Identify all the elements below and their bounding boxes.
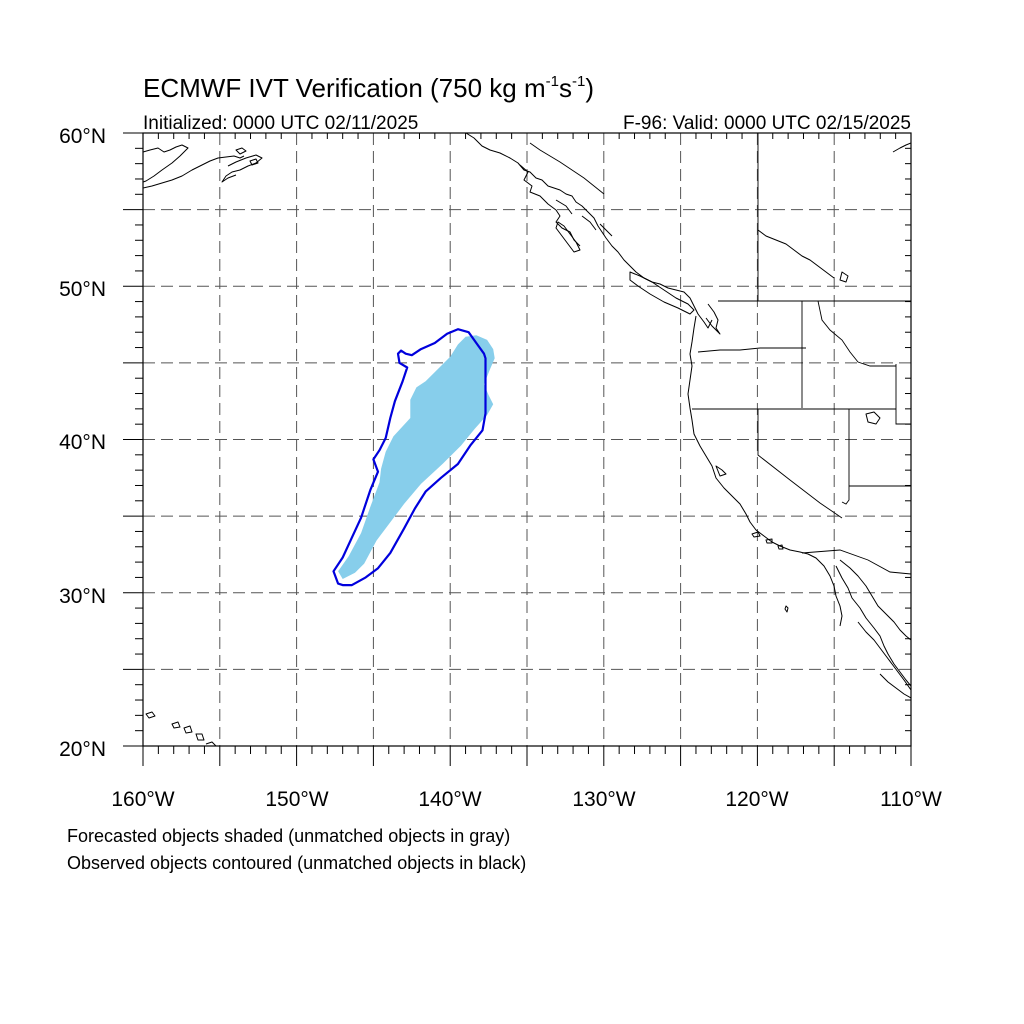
lat-label-50: 50°N: [59, 278, 106, 301]
west-coast-coastline: [687, 315, 843, 627]
guadalupe-island: [784, 605, 789, 613]
observed-caption: Observed objects contoured (unmatched ob…: [67, 853, 527, 873]
idaho-border: [801, 300, 896, 408]
lon-label-130w: 130°W: [572, 788, 635, 811]
baja-california: [835, 565, 911, 687]
alaska-southern-coast: [143, 155, 245, 189]
great-salt-lake: [865, 411, 881, 425]
hawaiian-islands: [145, 711, 217, 746]
lat-label-40: 40°N: [59, 431, 106, 454]
political-boundaries: [529, 133, 911, 575]
lat-label-30: 30°N: [59, 585, 106, 608]
lat-lon-grid: [143, 133, 911, 746]
longitude-labels: 160°W 150°W 140°W 130°W 120°W 110°W: [111, 788, 942, 811]
us-mexico-border: [801, 549, 911, 575]
california-nevada-border: [757, 409, 843, 519]
forecast-caption: Forecasted objects shaded (unmatched obj…: [67, 826, 511, 846]
lat-label-20: 20°N: [59, 738, 106, 761]
lon-label-150w: 150°W: [265, 788, 328, 811]
lat-label-60: 60°N: [59, 125, 106, 148]
alaska-canada-border: [529, 142, 605, 195]
inside-passage-islands: [519, 164, 613, 247]
san-francisco-bay: [715, 465, 727, 477]
kodiak-island: [221, 154, 263, 183]
puget-sound: [705, 303, 721, 335]
nevada-utah-border: [841, 409, 850, 505]
lon-label-160w: 160°W: [111, 788, 174, 811]
valid-time-label: F-96: Valid: 0000 UTC 02/15/2025: [623, 113, 911, 134]
lon-label-120w: 120°W: [725, 788, 788, 811]
mainland-mexico-coast: [857, 621, 911, 699]
interior-lakes: [757, 229, 849, 283]
lon-label-110w: 110°W: [880, 788, 942, 811]
observed-object-contour: [332, 328, 487, 587]
map-title: ECMWF IVT Verification (750 kg m-1s-1): [143, 73, 594, 103]
gulf-of-alaska-coastline: [465, 133, 713, 329]
lon-label-140w: 140°W: [418, 788, 481, 811]
queen-charlotte-islands: [555, 221, 581, 253]
hudson-bay-fragment: [892, 142, 911, 153]
forecast-object-shading: [338, 335, 495, 579]
vancouver-island: [629, 271, 695, 315]
north-gulf-islands: [235, 147, 259, 166]
latitude-labels: 60°N 50°N 40°N 30°N 20°N: [59, 125, 106, 761]
channel-islands: [751, 531, 784, 550]
initialized-label: Initialized: 0000 UTC 02/11/2025: [143, 113, 418, 134]
alaska-peninsula-coastline: [143, 144, 189, 183]
coastline-layer: [143, 133, 911, 746]
axis-ticks: [123, 132, 912, 766]
gulf-of-california-east: [839, 559, 911, 641]
washington-oregon-border: [697, 347, 806, 353]
